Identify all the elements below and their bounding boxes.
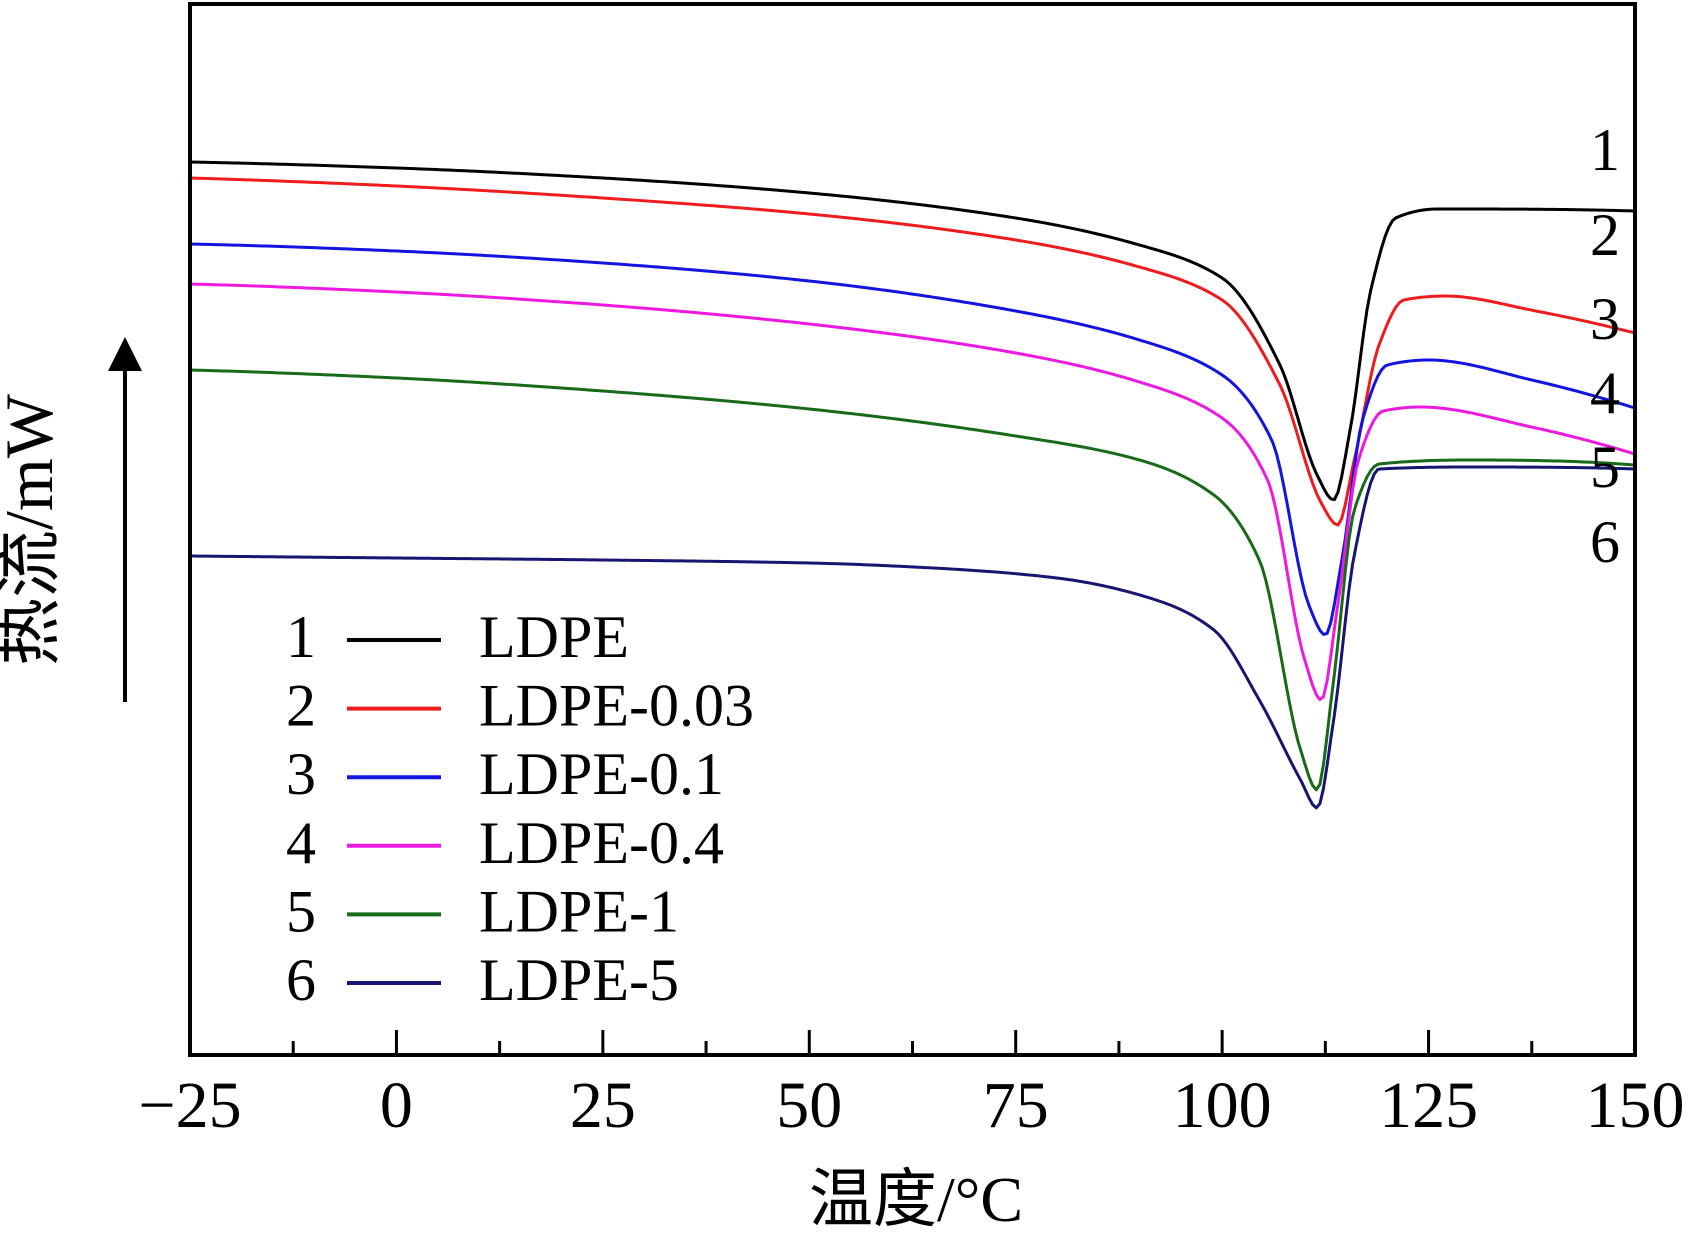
svg-text:6: 6 [1590,509,1620,575]
svg-text:3: 3 [1590,286,1620,352]
svg-text:75: 75 [983,1069,1049,1142]
svg-text:LDPE-0.4: LDPE-0.4 [479,810,724,876]
svg-text:6: 6 [286,947,316,1013]
svg-text:2: 2 [1590,202,1620,268]
svg-text:2: 2 [286,673,316,739]
svg-text:LDPE-5: LDPE-5 [479,947,679,1013]
svg-text:LDPE: LDPE [479,604,629,670]
svg-text:1: 1 [286,604,316,670]
svg-text:1: 1 [1590,117,1620,183]
svg-text:100: 100 [1173,1069,1272,1142]
svg-text:0: 0 [380,1069,413,1142]
svg-text:LDPE-0.03: LDPE-0.03 [479,673,754,739]
svg-text:热流/mW: 热流/mW [0,393,67,666]
svg-text:25: 25 [570,1069,636,1142]
svg-text:4: 4 [286,810,316,876]
svg-text:5: 5 [1590,434,1620,500]
svg-text:LDPE-0.1: LDPE-0.1 [479,741,724,807]
svg-text:3: 3 [286,741,316,807]
svg-text:温度/°C: 温度/°C [809,1164,1023,1235]
svg-text:50: 50 [776,1069,842,1142]
svg-text:125: 125 [1379,1069,1478,1142]
svg-text:5: 5 [286,878,316,944]
svg-text:LDPE-1: LDPE-1 [479,878,679,944]
svg-text:150: 150 [1586,1069,1685,1142]
svg-text:4: 4 [1590,360,1620,426]
svg-text:−25: −25 [138,1069,241,1142]
